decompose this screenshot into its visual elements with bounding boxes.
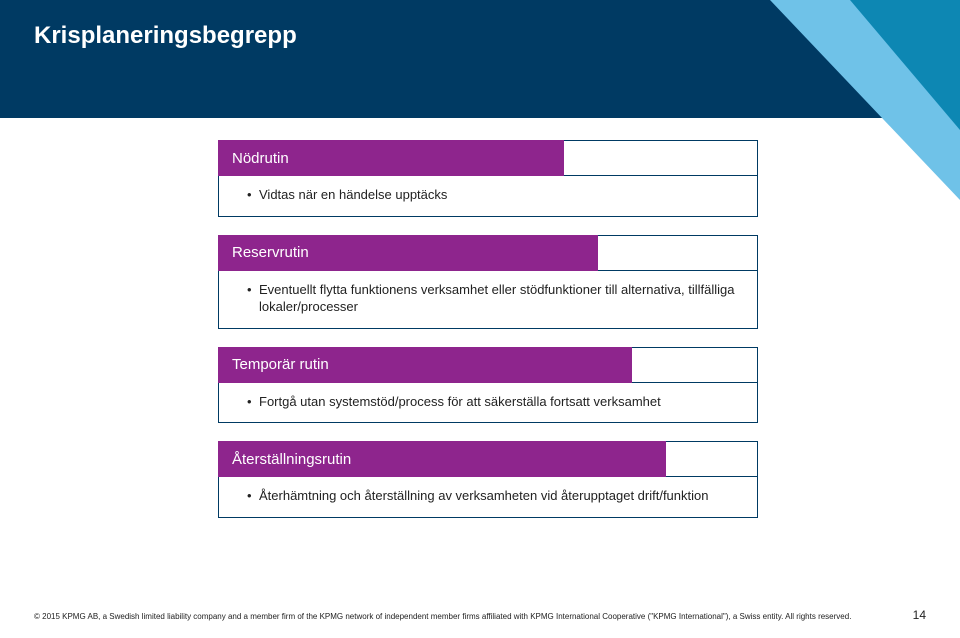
concept-block: Nödrutin Vidtas när en händelse upptäcks	[218, 140, 758, 217]
concept-label: Reservrutin	[218, 235, 598, 271]
concept-label: Återställningsrutin	[218, 441, 666, 477]
page-number: 14	[913, 608, 926, 622]
concept-block: Återställningsrutin Återhämtning och åter…	[218, 441, 758, 518]
footer: © 2015 KPMG AB, a Swedish limited liabil…	[34, 608, 926, 622]
concept-description: Eventuellt flytta funktionens verksamhet…	[218, 271, 758, 329]
content-area: Nödrutin Vidtas när en händelse upptäcks R…	[218, 140, 758, 536]
bullet-text: Vidtas när en händelse upptäcks	[249, 186, 743, 204]
concept-description: Fortgå utan systemstöd/process för att s…	[218, 383, 758, 424]
concept-label: Nödrutin	[218, 140, 564, 176]
copyright-text: © 2015 KPMG AB, a Swedish limited liabil…	[34, 612, 851, 622]
concept-block: Reservrutin Eventuellt flytta funktionens…	[218, 235, 758, 329]
concept-block: Temporär rutin Fortgå utan systemstöd/pro…	[218, 347, 758, 424]
page-title: Krisplaneringsbegrepp	[34, 22, 297, 50]
corner-accent	[760, 0, 960, 200]
bullet-text: Fortgå utan systemstöd/process för att s…	[249, 393, 743, 411]
concept-label: Temporär rutin	[218, 347, 632, 383]
concept-description: Återhämtning och återställning av verksa…	[218, 477, 758, 518]
concept-description: Vidtas när en händelse upptäcks	[218, 176, 758, 217]
bullet-text: Återhämtning och återställning av verksa…	[249, 487, 743, 505]
bullet-text: Eventuellt flytta funktionens verksamhet…	[249, 281, 743, 316]
